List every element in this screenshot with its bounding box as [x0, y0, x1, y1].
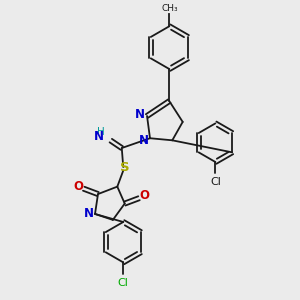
Text: O: O — [140, 189, 149, 202]
Text: O: O — [74, 180, 83, 193]
Text: Cl: Cl — [210, 177, 221, 188]
Text: S: S — [120, 161, 130, 174]
Text: N: N — [83, 208, 94, 220]
Text: N: N — [139, 134, 148, 147]
Text: H: H — [97, 127, 105, 137]
Text: CH₃: CH₃ — [161, 4, 178, 13]
Text: N: N — [135, 108, 145, 121]
Text: Cl: Cl — [118, 278, 129, 288]
Text: N: N — [94, 130, 103, 143]
